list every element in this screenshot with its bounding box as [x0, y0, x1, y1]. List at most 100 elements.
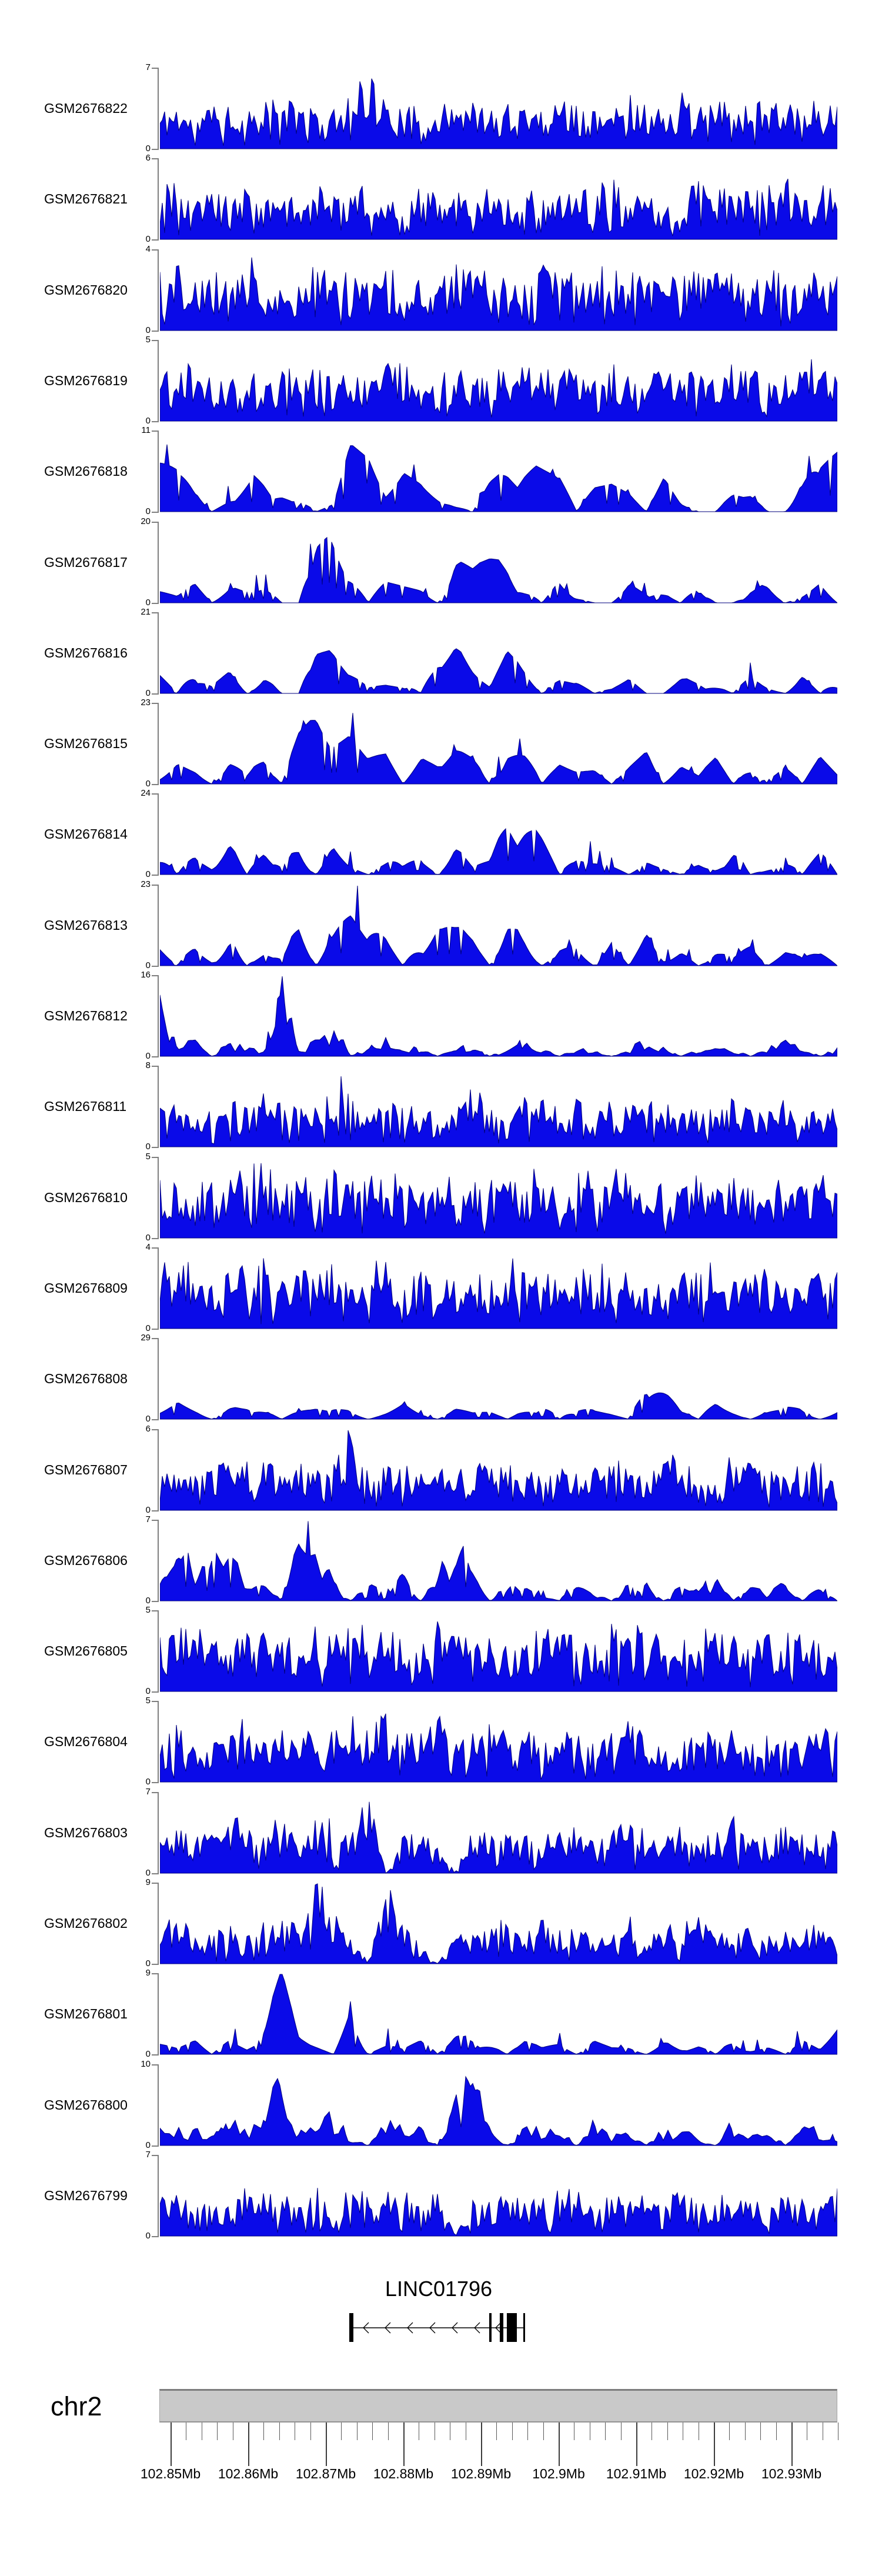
y-axis-max-label: 7 [145, 2150, 151, 2160]
coverage-area [160, 359, 837, 422]
y-axis-line [158, 1520, 159, 1602]
minor-tick [357, 2422, 358, 2440]
y-axis-zero-label: 0 [145, 416, 151, 426]
y-axis-tick [152, 149, 158, 150]
gene-name-label: LINC01796 [385, 2277, 493, 2301]
y-axis-zero-label: 0 [145, 2140, 151, 2150]
coverage-area [160, 78, 837, 149]
gene-exon [499, 2313, 504, 2342]
y-axis-tick [152, 522, 158, 523]
y-axis-zero-label: 0 [145, 869, 151, 879]
minor-tick [621, 2422, 622, 2440]
track-label: GSM2676812 [44, 1008, 128, 1023]
axis-tick-label: 102.93Mb [761, 2466, 822, 2481]
track-label: GSM2676818 [44, 463, 128, 479]
y-axis-max-label: 5 [145, 1696, 151, 1706]
y-axis-line [158, 612, 159, 695]
major-tick [559, 2422, 560, 2466]
axis-tick-label: 102.92Mb [683, 2466, 744, 2481]
y-axis-tick [152, 68, 158, 69]
axis-tick-label: 102.9Mb [532, 2466, 585, 2481]
coverage-area [160, 827, 837, 875]
y-axis-tick [152, 1338, 158, 1339]
y-axis-tick [152, 793, 158, 795]
major-tick [326, 2422, 327, 2466]
y-axis-line [158, 1701, 159, 1783]
chromosome-label: chr2 [51, 2391, 102, 2421]
y-axis-max-label: 16 [141, 970, 151, 980]
y-axis-max-label: 11 [141, 425, 151, 435]
coverage-area [160, 536, 837, 603]
gene-model-track [349, 2313, 525, 2342]
y-axis-tick [152, 431, 158, 432]
track-label: GSM2676819 [44, 373, 128, 388]
y-axis-line [158, 249, 159, 332]
minor-tick [512, 2422, 513, 2440]
coverage-track [160, 1258, 837, 1329]
coverage-track [160, 1974, 837, 2055]
coverage-track [160, 885, 837, 966]
axis-tick-label: 102.85Mb [140, 2466, 201, 2481]
y-axis-line [158, 885, 159, 967]
y-axis-line [158, 1157, 159, 1239]
coverage-track [160, 1076, 837, 1147]
minor-tick [776, 2422, 777, 2440]
coverage-track [160, 1392, 837, 1420]
y-axis-zero-label: 0 [145, 1051, 151, 1061]
y-axis-tick [152, 1429, 158, 1430]
track-label: GSM2676822 [44, 101, 128, 116]
y-axis-max-label: 5 [145, 1605, 151, 1615]
y-axis-max-label: 20 [141, 516, 151, 526]
track-label: GSM2676816 [44, 645, 128, 660]
major-tick [791, 2422, 793, 2466]
y-axis-tick [152, 1883, 158, 1884]
coverage-track [160, 1713, 837, 1783]
y-axis-tick [152, 1520, 158, 1521]
y-axis-tick [152, 2145, 158, 2147]
track-label: GSM2676811 [44, 1099, 127, 1114]
y-axis-line [158, 1429, 159, 1511]
coverage-track [160, 1621, 837, 1692]
y-axis-tick [152, 239, 158, 241]
minor-tick [667, 2422, 668, 2440]
y-axis-max-label: 9 [145, 1877, 151, 1887]
coverage-area [160, 2188, 837, 2237]
y-axis-tick [152, 421, 158, 422]
track-label: GSM2676817 [44, 555, 128, 570]
y-axis-max-label: 7 [145, 1787, 151, 1797]
axis-tick-label: 102.86Mb [218, 2466, 279, 2481]
y-axis-line [158, 2155, 159, 2237]
coverage-track [160, 713, 837, 785]
y-axis-zero-label: 0 [145, 1414, 151, 1424]
coverage-area [160, 885, 837, 966]
y-axis-zero-label: 0 [145, 960, 151, 970]
y-axis-tick [152, 1238, 158, 1239]
y-axis-tick [152, 1056, 158, 1057]
major-tick [403, 2422, 405, 2466]
coverage-track [160, 78, 837, 149]
y-axis-max-label: 4 [145, 1242, 151, 1252]
y-axis-zero-label: 0 [145, 1142, 151, 1152]
y-axis-zero-label: 0 [145, 1958, 151, 1968]
y-axis-max-label: 7 [145, 62, 151, 72]
coverage-track [160, 976, 837, 1057]
major-tick [636, 2422, 637, 2466]
track-label: GSM2676814 [44, 826, 128, 842]
y-axis-tick [152, 1510, 158, 1511]
y-axis-zero-label: 0 [145, 1596, 151, 1606]
y-axis-tick [152, 603, 158, 604]
y-axis-tick [152, 1147, 158, 1148]
y-axis-tick [152, 1782, 158, 1783]
minor-tick [527, 2422, 528, 2440]
y-axis-tick [152, 340, 158, 341]
y-axis-tick [152, 1247, 158, 1249]
y-axis-tick [152, 1066, 158, 1067]
gene-exon [489, 2313, 492, 2342]
coverage-track [160, 827, 837, 875]
coverage-area [160, 648, 837, 694]
y-axis-max-label: 6 [145, 1424, 151, 1434]
track-label: GSM2676803 [44, 1825, 128, 1840]
y-axis-tick [152, 2054, 158, 2056]
track-label: GSM2676815 [44, 736, 128, 751]
coverage-area [160, 1883, 837, 1964]
